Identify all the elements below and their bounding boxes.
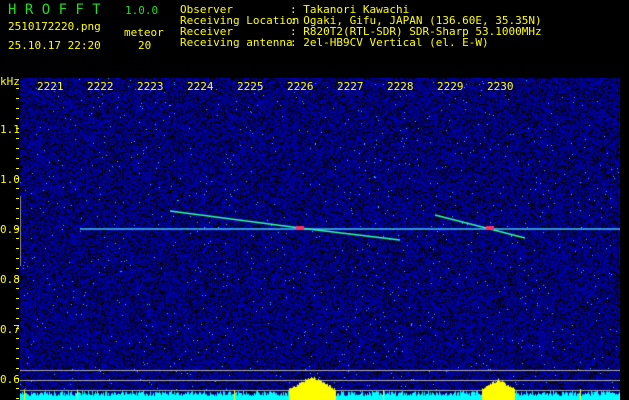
x-tick-label: 2222	[87, 80, 114, 93]
x-tick-label: 2224	[187, 80, 214, 93]
y-tick	[16, 218, 19, 219]
y-tick-label: 0.6	[0, 373, 20, 386]
y-tick	[16, 158, 19, 159]
info-label: Receiving Location	[180, 14, 300, 27]
y-tick	[16, 188, 19, 189]
info-value: : 2el-HB9CV Vertical (el. E-W)	[290, 36, 489, 49]
y-tick	[16, 208, 19, 209]
y-tick	[16, 248, 19, 249]
y-tick	[16, 148, 19, 149]
y-tick-label: 0.8	[0, 273, 20, 286]
y-tick	[16, 338, 19, 339]
y-tick	[16, 398, 19, 399]
y-tick-label: 1.1	[0, 123, 20, 136]
y-tick	[16, 108, 19, 109]
y-tick	[16, 308, 19, 309]
y-tick	[16, 168, 19, 169]
y-tick	[16, 228, 19, 229]
y-tick	[16, 318, 19, 319]
y-tick	[16, 298, 19, 299]
app-version: 1.0.0	[125, 4, 159, 17]
y-tick	[16, 348, 19, 349]
y-tick	[16, 378, 19, 379]
y-tick-label: 0.7	[0, 323, 20, 336]
info-label: Observer	[180, 3, 233, 16]
y-tick	[16, 198, 19, 199]
filename: 2510172220.png	[8, 20, 101, 33]
y-tick	[16, 268, 19, 269]
y-tick	[16, 358, 19, 359]
y-tick	[16, 138, 19, 139]
y-tick	[16, 238, 19, 239]
y-tick-label: 1.0	[0, 173, 20, 186]
info-value: : R820T2(RTL-SDR) SDR-Sharp 53.1000MHz	[290, 25, 542, 38]
datetime: 25.10.17 22:20	[8, 39, 101, 52]
info-value: : Ogaki, Gifu, JAPAN (136.60E, 35.35N)	[290, 14, 542, 27]
x-tick-label: 2227	[337, 80, 364, 93]
y-tick	[16, 328, 19, 329]
x-tick-label: 2223	[137, 80, 164, 93]
y-tick-label: 0.9	[0, 223, 20, 236]
x-tick-label: 2229	[437, 80, 464, 93]
y-tick	[16, 118, 19, 119]
y-tick	[16, 98, 19, 99]
y-tick	[16, 258, 19, 259]
meteor-label: meteor	[124, 26, 164, 39]
spectrogram	[20, 78, 620, 400]
y-tick	[16, 388, 19, 389]
x-tick-label: 2225	[237, 80, 264, 93]
y-tick	[16, 128, 19, 129]
y-tick	[16, 178, 19, 179]
x-tick-label: 2228	[387, 80, 414, 93]
y-tick	[16, 368, 19, 369]
y-tick	[16, 88, 19, 89]
y-tick	[16, 288, 19, 289]
info-label: Receiving antenna	[180, 36, 293, 49]
x-tick-label: 2230	[487, 80, 514, 93]
y-tick	[16, 278, 19, 279]
x-tick-label: 2221	[37, 80, 64, 93]
meteor-count: 20	[138, 39, 152, 52]
x-tick-label: 2226	[287, 80, 314, 93]
app-title: H R O F F T	[8, 2, 101, 18]
y-unit-label: kHz	[0, 75, 20, 88]
info-value: : Takanori Kawachi	[290, 3, 410, 16]
info-label: Receiver	[180, 25, 233, 38]
